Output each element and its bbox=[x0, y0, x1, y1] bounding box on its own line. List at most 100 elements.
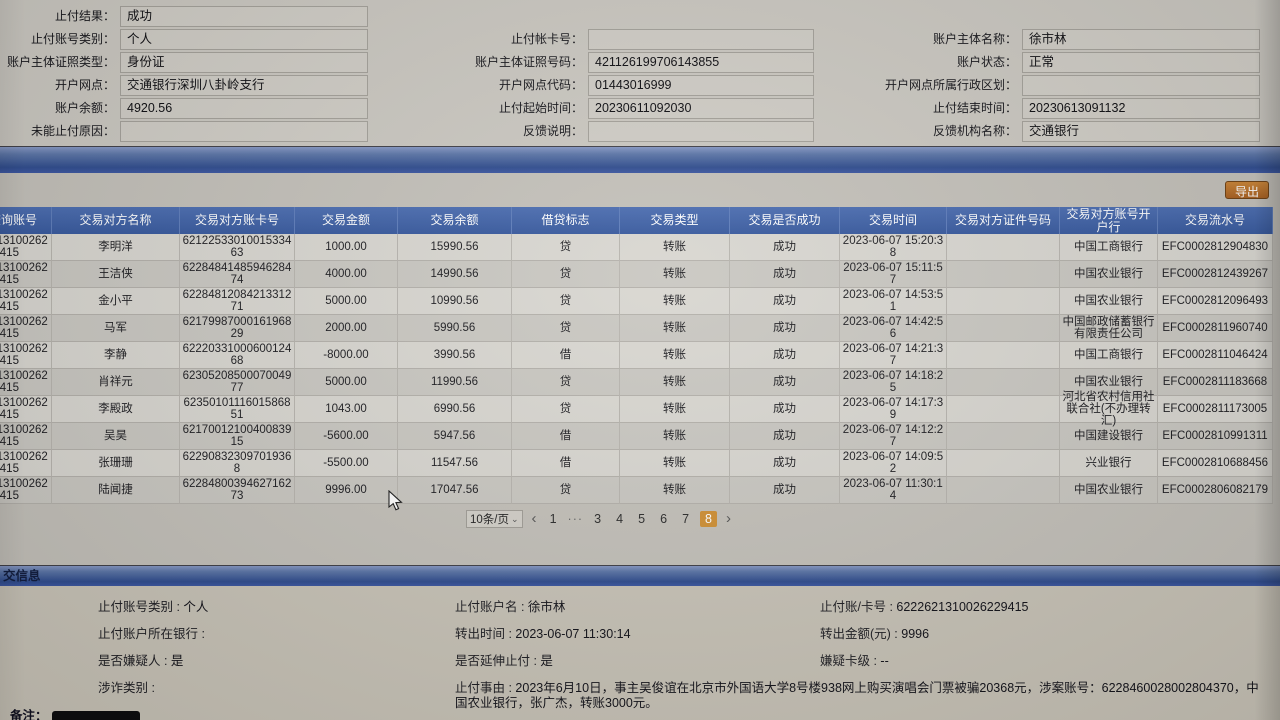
table-cell: 转账 bbox=[620, 234, 730, 261]
table-cell: 6217998700016196829 bbox=[180, 315, 295, 342]
table-cell: 6222621310026229415 bbox=[0, 396, 52, 423]
table-cell: 贷 bbox=[512, 315, 620, 342]
table-cell: 6212253301001533463 bbox=[180, 234, 295, 261]
table-cell: 成功 bbox=[730, 261, 840, 288]
table-cell: 李明洋 bbox=[52, 234, 180, 261]
pagination-prev[interactable]: ‹ bbox=[531, 510, 537, 527]
note-box bbox=[52, 711, 140, 720]
detail-field-label: 止付事由 : bbox=[455, 681, 516, 695]
column-header: 交易时间 bbox=[840, 207, 947, 234]
form-field-label: 止付结果： bbox=[54, 9, 115, 23]
pagination-page[interactable]: 7 bbox=[682, 512, 690, 526]
table-cell: 6222621310026229415 bbox=[0, 261, 52, 288]
detail-section-bar: 交信息 bbox=[0, 565, 1280, 586]
detail-field-value: 个人 bbox=[183, 600, 209, 614]
form-field-value bbox=[588, 29, 814, 50]
form-field-label: 止付起始时间： bbox=[498, 101, 583, 115]
table-cell: EFC0002811960740 bbox=[1158, 315, 1273, 342]
table-cell: 中国建设银行 bbox=[1060, 423, 1158, 450]
table-cell: 2023-06-07 14:42:56 bbox=[840, 315, 947, 342]
detail-field-label: 止付账户名 : bbox=[455, 600, 528, 614]
table-cell bbox=[947, 423, 1060, 450]
column-header: 交易对方账卡号 bbox=[180, 207, 295, 234]
chevron-down-icon: ⌄ bbox=[511, 514, 519, 524]
table-cell: EFC0002811183668 bbox=[1158, 369, 1273, 396]
stop-payment-detail-section: 止付账号类别 : 个人 止付账户名 : 徐市林 止付账/卡号 : 622262131… bbox=[0, 586, 1280, 720]
form-field-value: 4920.56 bbox=[120, 98, 368, 119]
form-field-label: 开户网点所属行政区划： bbox=[884, 78, 1017, 92]
table-cell: 6217001210040083915 bbox=[180, 423, 295, 450]
table-cell: 5990.56 bbox=[398, 315, 512, 342]
table-cell: 转账 bbox=[620, 288, 730, 315]
table-cell: 陆闻捷 bbox=[52, 477, 180, 504]
table-cell: 2023-06-07 15:20:38 bbox=[840, 234, 947, 261]
table-cell: 马军 bbox=[52, 315, 180, 342]
table-row: 6222621310026229415王洁侠622848414859462847… bbox=[0, 261, 1273, 288]
table-row: 6222621310026229415李明洋621225330100153346… bbox=[0, 234, 1273, 261]
table-cell: 17047.56 bbox=[398, 477, 512, 504]
form-field-value bbox=[588, 121, 814, 142]
table-cell: 借 bbox=[512, 450, 620, 477]
table-cell: 转账 bbox=[620, 315, 730, 342]
pagination-page[interactable]: 8 bbox=[700, 511, 717, 527]
detail-field-label: 转出金额(元) : bbox=[820, 627, 902, 641]
table-cell: 成功 bbox=[730, 450, 840, 477]
pagination-next[interactable]: › bbox=[726, 510, 731, 527]
pagination-page[interactable]: 3 bbox=[594, 512, 602, 526]
page-size-select[interactable]: 10条/页 ⌄ bbox=[466, 510, 523, 528]
table-cell: 贷 bbox=[512, 396, 620, 423]
page-size-label: 10条/页 bbox=[470, 514, 509, 526]
table-cell: 成功 bbox=[730, 477, 840, 504]
pagination-page[interactable]: 6 bbox=[660, 512, 668, 526]
table-cell: 成功 bbox=[730, 423, 840, 450]
column-header: 交易对方账号开户行 bbox=[1060, 207, 1158, 234]
table-cell bbox=[947, 288, 1060, 315]
table-cell bbox=[947, 342, 1060, 369]
table-cell: 6222621310026229415 bbox=[0, 369, 52, 396]
detail-field-value: 是 bbox=[540, 654, 553, 668]
table-cell: 成功 bbox=[730, 396, 840, 423]
table-cell: 张珊珊 bbox=[52, 450, 180, 477]
table-row: 6222621310026229415陆闻捷622848003946271627… bbox=[0, 477, 1273, 504]
table-row: 6222621310026229415李殿政623501011160158685… bbox=[0, 391, 1273, 427]
form-field-value: 交通银行 bbox=[1022, 121, 1260, 142]
table-cell: 转账 bbox=[620, 396, 730, 423]
table-cell: 转账 bbox=[620, 369, 730, 396]
table-cell: 中国工商银行 bbox=[1060, 234, 1158, 261]
table-cell: 王洁侠 bbox=[52, 261, 180, 288]
table-cell bbox=[947, 477, 1060, 504]
form-field-label: 开户网点代码： bbox=[498, 78, 583, 92]
table-cell: 借 bbox=[512, 342, 620, 369]
table-cell: 成功 bbox=[730, 288, 840, 315]
table-cell: -8000.00 bbox=[295, 342, 398, 369]
table-cell: 9996.00 bbox=[295, 477, 398, 504]
form-field-label: 账户状态： bbox=[956, 55, 1017, 69]
table-cell: 李殿政 bbox=[52, 396, 180, 423]
pagination-page[interactable]: 1 bbox=[549, 512, 557, 526]
form-field-value bbox=[588, 6, 814, 27]
table-cell: 中国农业银行 bbox=[1060, 477, 1158, 504]
table-cell: 贷 bbox=[512, 234, 620, 261]
table-cell: 中国农业银行 bbox=[1060, 369, 1158, 396]
pagination: 10条/页 ⌄ ‹ 1 ··· 3 4 5 6 7 8 › bbox=[466, 510, 733, 528]
table-cell: 6222621310026229415 bbox=[0, 450, 52, 477]
column-header: 交易是否成功 bbox=[730, 207, 840, 234]
table-row: 6222621310026229415吴昊6217001210040083915… bbox=[0, 423, 1273, 450]
pagination-page[interactable]: 4 bbox=[616, 512, 624, 526]
table-cell: 中国农业银行 bbox=[1060, 261, 1158, 288]
table-cell: 5947.56 bbox=[398, 423, 512, 450]
export-button[interactable]: 导出 bbox=[1224, 181, 1269, 199]
detail-field-value: 2023-06-07 11:30:14 bbox=[515, 627, 631, 641]
detail-field-value: 徐市林 bbox=[527, 600, 566, 614]
table-cell: 转账 bbox=[620, 450, 730, 477]
form-field-label: 开户网点： bbox=[54, 78, 115, 92]
detail-field-label: 止付账/卡号 : bbox=[820, 600, 897, 614]
form-field-label bbox=[376, 5, 586, 28]
table-cell: 14990.56 bbox=[398, 261, 512, 288]
form-field-label: 账户主体证照类型： bbox=[6, 55, 115, 69]
pagination-page[interactable]: 5 bbox=[638, 512, 646, 526]
table-cell: 转账 bbox=[620, 477, 730, 504]
table-cell: EFC0002811173005 bbox=[1158, 396, 1273, 423]
table-cell: 转账 bbox=[620, 423, 730, 450]
column-header: 交易流水号 bbox=[1158, 207, 1273, 234]
